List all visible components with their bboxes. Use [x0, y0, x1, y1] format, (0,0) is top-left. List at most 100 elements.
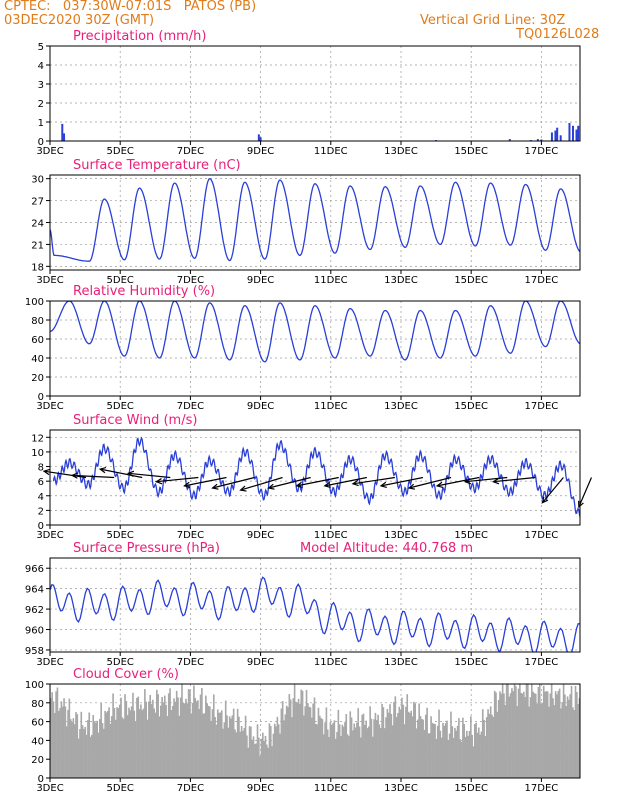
- cloud-bar: [265, 744, 268, 778]
- cloud-bar: [353, 723, 356, 778]
- cloud-bar: [272, 733, 275, 778]
- wind-vector-head: [541, 496, 549, 504]
- cloud-bar: [296, 702, 299, 778]
- cloud-bar: [472, 746, 475, 778]
- cloud-bar: [254, 744, 256, 778]
- cloud-bar: [316, 724, 318, 778]
- cloud-bar: [72, 718, 75, 778]
- cloud-bar: [305, 689, 308, 778]
- cloud-bar: [503, 693, 505, 778]
- cloud-bar: [383, 728, 386, 778]
- cloud-bar: [451, 726, 454, 778]
- cloud-bar: [130, 706, 133, 778]
- cloud-bar: [389, 704, 391, 778]
- cloud-bar: [100, 702, 102, 778]
- cloud-bar: [238, 716, 240, 778]
- wind-vector-head: [491, 478, 500, 485]
- x-tick-label: 9DEC: [247, 401, 274, 412]
- cloud-bar: [198, 709, 201, 778]
- cloud-bar: [352, 730, 354, 778]
- cloud-bar: [537, 686, 540, 778]
- y-tick-label: 40: [31, 354, 44, 365]
- cloud-bar: [550, 684, 553, 778]
- cloud-bar: [216, 709, 219, 778]
- cloud-bar: [76, 714, 79, 778]
- cloud-bar: [349, 711, 352, 778]
- x-tick-label: 3DEC: [36, 783, 63, 794]
- cloud-bar: [138, 709, 141, 778]
- cloud-bar: [118, 704, 121, 778]
- cloud-bar: [549, 693, 552, 778]
- cloud-bar: [534, 693, 537, 778]
- cloud-bar: [312, 703, 314, 778]
- cloud-bar: [129, 710, 132, 778]
- cloud-bar: [183, 703, 186, 778]
- cloud-bar: [89, 736, 92, 778]
- cloud-bar: [402, 704, 405, 778]
- x-tick-label: 9DEC: [247, 657, 274, 668]
- cloud-bar: [289, 699, 292, 778]
- cloud-bar: [434, 724, 436, 778]
- cloud-bar: [410, 710, 413, 778]
- cloud-bar: [55, 691, 57, 778]
- x-tick-label: 13DEC: [384, 530, 418, 541]
- cloud-bar: [137, 696, 140, 778]
- cloud-bar: [171, 706, 174, 778]
- cloud-bar: [533, 693, 536, 778]
- cloud-bar: [546, 691, 549, 778]
- cloud-bar: [218, 712, 220, 778]
- cloud-bar: [207, 705, 210, 778]
- cloud-bar: [199, 694, 202, 778]
- cloud-bar: [132, 692, 134, 778]
- x-tick-label: 15DEC: [454, 657, 488, 668]
- cloud-bar: [125, 701, 128, 778]
- cloud-bar: [88, 712, 91, 778]
- cloud-bar: [303, 715, 305, 778]
- cloud-bar: [224, 700, 227, 778]
- cloud-bar: [368, 726, 370, 778]
- cloud-bar: [177, 697, 179, 778]
- precip-bar: [259, 137, 262, 141]
- series-line: [50, 576, 580, 652]
- cloud-bar: [345, 714, 348, 778]
- cloud-bar: [85, 734, 88, 778]
- wind-vector: [268, 476, 311, 489]
- cloud-bar: [65, 726, 68, 778]
- precip-bar: [577, 125, 580, 141]
- cloud-bar: [250, 726, 252, 778]
- x-tick-label: 3DEC: [36, 401, 63, 412]
- cloud-bar: [553, 705, 556, 778]
- cloud-bar: [136, 697, 138, 778]
- precip-bar: [536, 139, 539, 141]
- cloud-bar: [529, 697, 532, 778]
- cloud-bar: [300, 689, 303, 778]
- cloud-bar: [219, 712, 222, 778]
- cloud-bar: [366, 728, 369, 778]
- cloud-bar: [385, 717, 387, 778]
- cloud-bar: [154, 712, 157, 778]
- cloud-bar: [452, 737, 455, 778]
- y-tick-label: 80: [31, 699, 44, 710]
- cloud-bar: [545, 691, 548, 778]
- cloud-bar: [206, 703, 208, 778]
- precip-bar: [550, 132, 553, 141]
- cloud-bar: [252, 736, 255, 778]
- cloud-bar: [517, 688, 520, 778]
- cloud-bar: [395, 716, 398, 778]
- cloud-bar: [477, 727, 480, 778]
- cloud-bar: [411, 716, 414, 778]
- wind-vector-head: [295, 481, 303, 488]
- y-tick-label: 1: [38, 118, 44, 129]
- cloud-bar: [562, 684, 565, 778]
- cloud-bar: [371, 736, 374, 778]
- cloud-bar: [357, 708, 360, 778]
- cloud-bar: [87, 719, 89, 778]
- cloud-bar: [81, 725, 84, 778]
- cloud-bar: [226, 715, 228, 778]
- cloud-bar: [284, 714, 287, 778]
- y-tick-label: 60: [31, 335, 44, 346]
- cloud-bar: [471, 735, 473, 778]
- cloud-bar: [361, 714, 363, 778]
- precip-bar: [508, 139, 511, 141]
- cloud-bar: [377, 714, 379, 778]
